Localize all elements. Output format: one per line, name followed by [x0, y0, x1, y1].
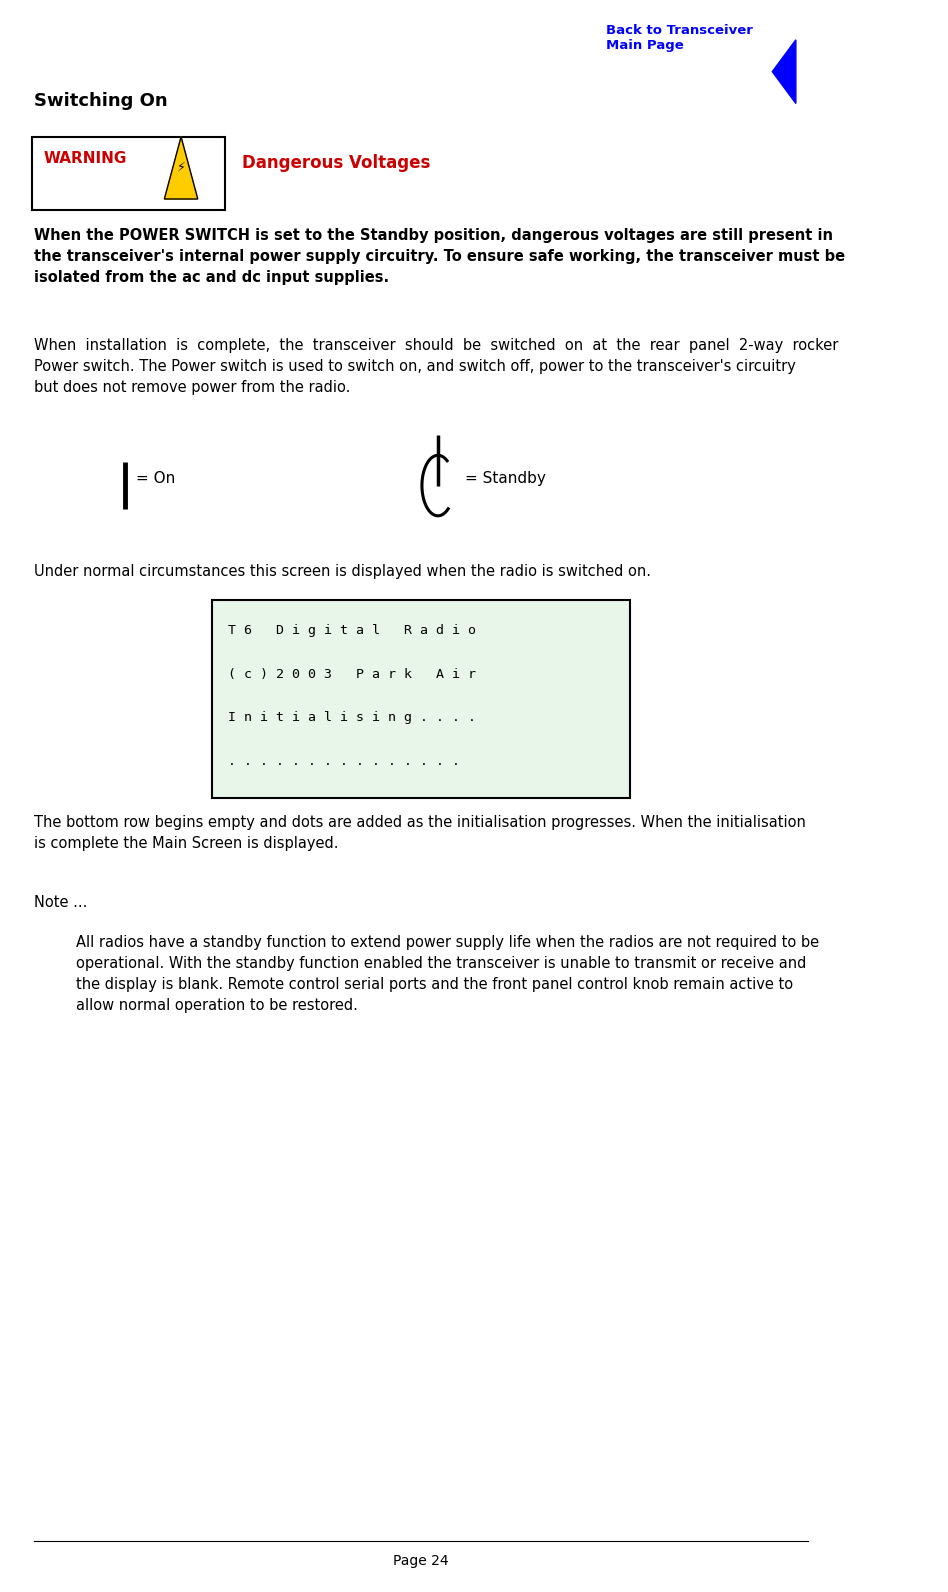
- Text: All radios have a standby function to extend power supply life when the radios a: All radios have a standby function to ex…: [76, 935, 819, 1013]
- Text: Switching On: Switching On: [34, 92, 167, 110]
- Polygon shape: [164, 137, 198, 199]
- Text: = Standby: = Standby: [465, 471, 546, 486]
- FancyBboxPatch shape: [32, 137, 225, 210]
- Text: When  installation  is  complete,  the  transceiver  should  be  switched  on  a: When installation is complete, the trans…: [34, 338, 838, 395]
- Text: Back to Transceiver
Main Page: Back to Transceiver Main Page: [607, 24, 754, 53]
- Text: Page 24: Page 24: [393, 1554, 449, 1568]
- Text: ( c ) 2 0 0 3   P a r k   A i r: ( c ) 2 0 0 3 P a r k A i r: [228, 667, 476, 681]
- Text: = On: = On: [137, 471, 175, 486]
- Text: Note ...: Note ...: [34, 895, 87, 909]
- Text: Under normal circumstances this screen is displayed when the radio is switched o: Under normal circumstances this screen i…: [34, 564, 650, 578]
- Text: I n i t i a l i s i n g . . . .: I n i t i a l i s i n g . . . .: [228, 712, 476, 724]
- Text: . . . . . . . . . . . . . . .: . . . . . . . . . . . . . . .: [228, 755, 460, 767]
- Text: T 6   D i g i t a l   R a d i o: T 6 D i g i t a l R a d i o: [228, 624, 476, 637]
- Text: When the POWER SWITCH is set to the Standby position, dangerous voltages are sti: When the POWER SWITCH is set to the Stan…: [34, 228, 845, 285]
- Text: WARNING: WARNING: [44, 151, 127, 166]
- FancyBboxPatch shape: [212, 600, 630, 798]
- Polygon shape: [773, 40, 796, 103]
- Text: ⚡: ⚡: [176, 161, 186, 174]
- Text: Dangerous Voltages: Dangerous Voltages: [242, 154, 430, 172]
- Text: The bottom row begins empty and dots are added as the initialisation progresses.: The bottom row begins empty and dots are…: [34, 815, 806, 852]
